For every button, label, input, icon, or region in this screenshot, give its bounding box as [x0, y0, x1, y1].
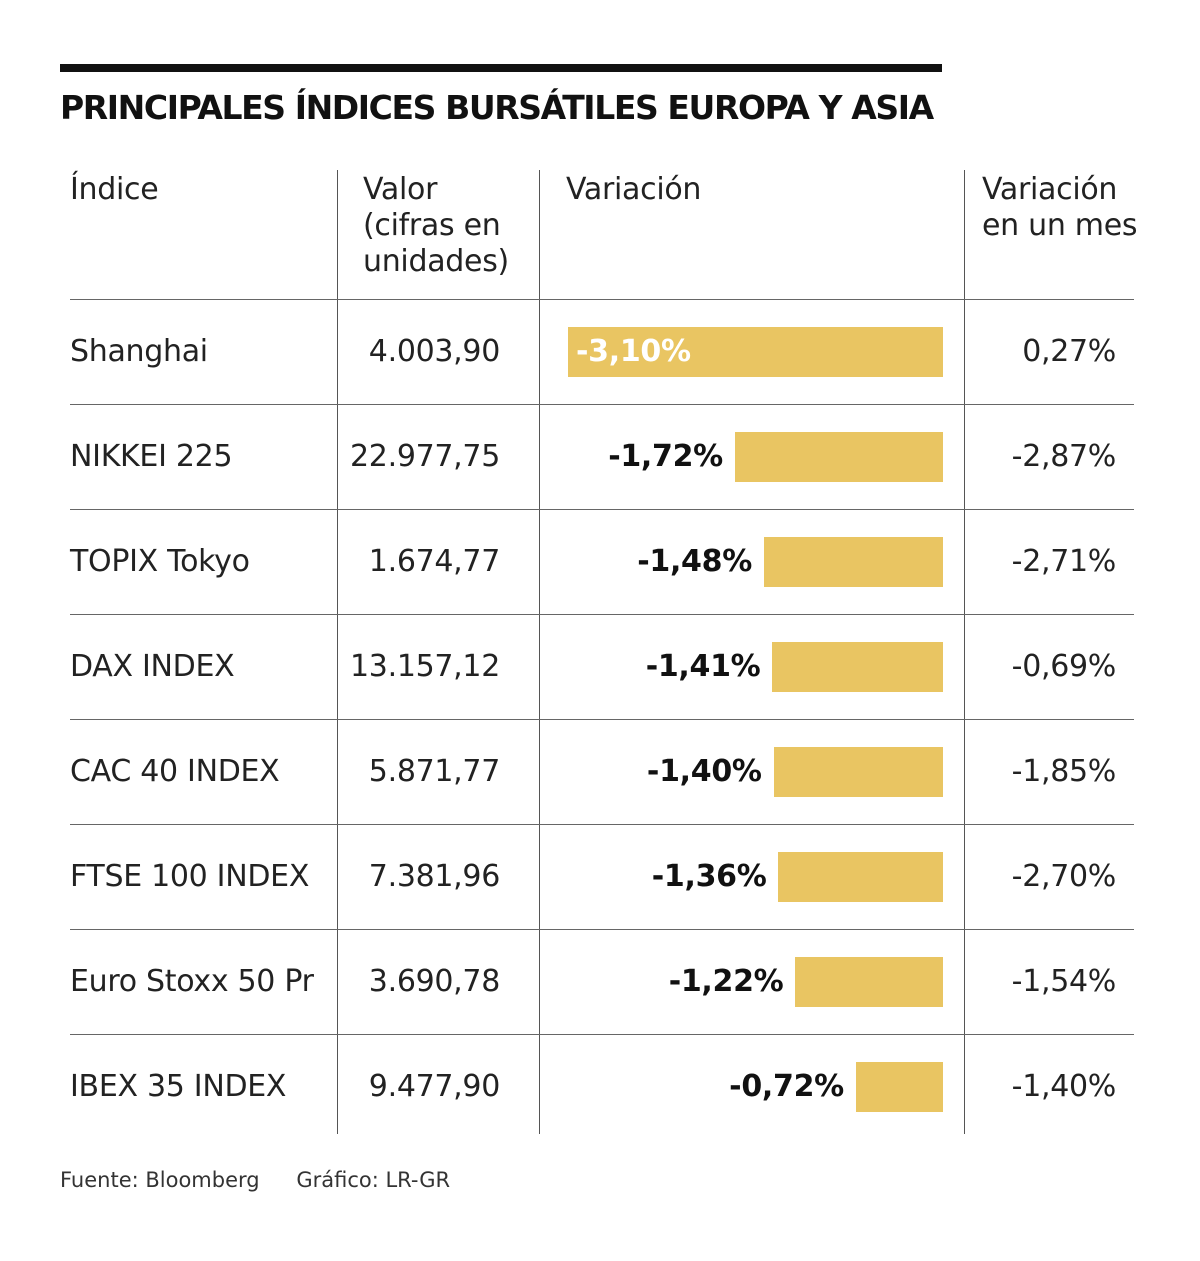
header-indice: Índice: [70, 172, 159, 208]
header-valor-line: unidades): [363, 244, 509, 279]
index-value: 1.674,77: [368, 543, 501, 579]
row-divider: [70, 299, 1134, 300]
variation-label: -1,40%: [646, 753, 762, 789]
column-divider: [964, 170, 965, 1134]
index-value: 7.381,96: [368, 858, 501, 894]
variation-label: -1,41%: [645, 648, 761, 684]
header-valor: Valor (cifras en unidades): [363, 172, 509, 280]
monthly-variation: -2,70%: [1011, 858, 1117, 894]
row-divider: [70, 1034, 1134, 1035]
row-divider: [70, 929, 1134, 930]
monthly-variation: 0,27%: [1022, 333, 1116, 369]
chart-title: PRINCIPALES ÍNDICES BURSÁTILES EUROPA Y …: [60, 88, 934, 127]
index-name: Shanghai: [70, 333, 208, 369]
header-variacion-mes-line: Variación: [982, 172, 1118, 207]
header-indice-line: Índice: [70, 172, 159, 207]
index-value: 5.871,77: [368, 753, 501, 789]
footer: Fuente: Bloomberg Gráfico: LR-GR: [60, 1168, 450, 1192]
index-value: 13.157,12: [350, 648, 500, 684]
header-variacion-line: Variación: [566, 172, 702, 207]
index-name: Euro Stoxx 50 Pr: [70, 963, 314, 999]
variation-label: -1,72%: [608, 438, 723, 474]
header-variacion-mes-line: en un mes: [982, 208, 1138, 243]
column-divider: [539, 170, 540, 1134]
index-name: DAX INDEX: [70, 648, 235, 684]
variation-label: -1,48%: [637, 543, 752, 579]
monthly-variation: -0,69%: [1011, 648, 1117, 684]
index-value: 9.477,90: [368, 1068, 501, 1104]
variation-label: -1,36%: [651, 858, 767, 894]
header-valor-line: Valor: [363, 172, 438, 207]
monthly-variation: -1,40%: [1011, 1068, 1117, 1104]
index-name: TOPIX Tokyo: [70, 543, 250, 579]
variation-bar: [734, 431, 943, 482]
index-value: 4.003,90: [368, 333, 501, 369]
variation-bar: [568, 326, 943, 377]
row-divider: [70, 404, 1134, 405]
index-name: IBEX 35 INDEX: [70, 1068, 287, 1104]
index-value: 3.690,78: [368, 963, 501, 999]
credit-note: Gráfico: LR-GR: [296, 1168, 451, 1192]
column-divider: [337, 170, 338, 1134]
variation-label: -1,22%: [668, 963, 784, 999]
variation-label: -3,10%: [576, 333, 691, 369]
row-divider: [70, 824, 1134, 825]
monthly-variation: -1,54%: [1011, 963, 1117, 999]
variation-bar: [855, 1061, 943, 1112]
monthly-variation: -1,85%: [1011, 753, 1117, 789]
title-rule: [60, 64, 942, 72]
variation-bar: [778, 851, 943, 902]
header-variacion: Variación: [566, 172, 701, 208]
variation-label: -0,72%: [729, 1068, 844, 1104]
row-divider: [70, 719, 1134, 720]
variation-bar: [763, 536, 943, 587]
monthly-variation: -2,87%: [1011, 438, 1117, 474]
header-variacion-mes: Variación en un mes: [982, 172, 1137, 244]
row-divider: [70, 614, 1134, 615]
source-note: Fuente: Bloomberg: [60, 1168, 260, 1192]
index-name: NIKKEI 225: [70, 438, 233, 474]
header-valor-line: (cifras en: [363, 208, 501, 243]
index-name: FTSE 100 INDEX: [70, 858, 310, 894]
monthly-variation: -2,71%: [1011, 543, 1117, 579]
row-divider: [70, 509, 1134, 510]
variation-bar: [772, 641, 943, 692]
variation-bar: [795, 956, 943, 1007]
index-name: CAC 40 INDEX: [70, 753, 280, 789]
variation-bar: [773, 746, 943, 797]
index-value: 22.977,75: [350, 438, 500, 474]
